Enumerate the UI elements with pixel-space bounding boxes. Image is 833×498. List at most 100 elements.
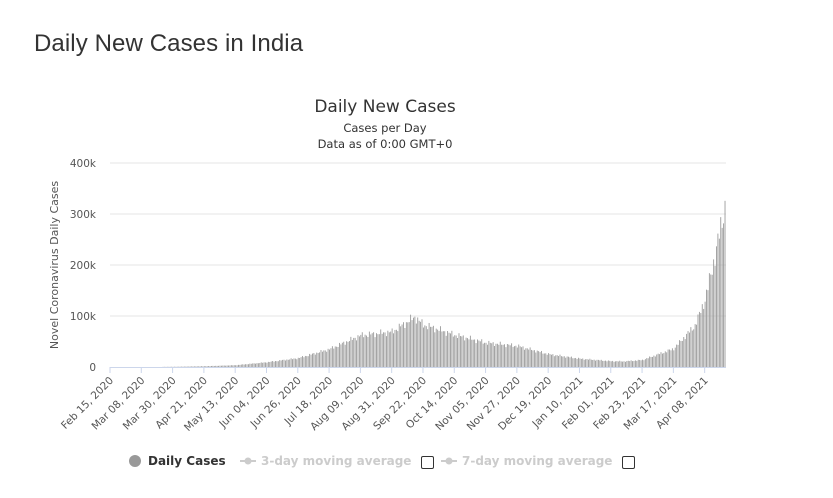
daily-cases-bar[interactable] [585, 359, 587, 367]
daily-cases-bar[interactable] [361, 332, 363, 367]
daily-cases-bar[interactable] [276, 361, 278, 367]
daily-cases-bar[interactable] [239, 364, 241, 367]
daily-cases-bar[interactable] [686, 333, 688, 367]
daily-cases-bar[interactable] [516, 347, 518, 367]
daily-cases-bar[interactable] [223, 365, 225, 367]
daily-cases-bar[interactable] [370, 334, 372, 367]
daily-cases-bar[interactable] [385, 336, 387, 367]
daily-cases-bar[interactable] [334, 346, 336, 367]
daily-cases-bar[interactable] [717, 233, 719, 367]
daily-cases-bar[interactable] [619, 360, 621, 367]
daily-cases-bar[interactable] [549, 354, 551, 367]
daily-cases-bar[interactable] [521, 347, 523, 367]
daily-cases-bar[interactable] [347, 341, 349, 367]
daily-cases-bar[interactable] [633, 360, 635, 367]
daily-cases-bar[interactable] [411, 320, 413, 367]
daily-cases-bar[interactable] [569, 357, 571, 367]
daily-cases-bar[interactable] [260, 362, 262, 367]
daily-cases-bar[interactable] [654, 356, 656, 367]
daily-cases-bar[interactable] [597, 359, 599, 367]
daily-cases-bar[interactable] [349, 341, 350, 367]
daily-cases-bar[interactable] [404, 327, 406, 367]
daily-cases-bar[interactable] [484, 342, 486, 367]
daily-cases-bar[interactable] [609, 360, 611, 367]
daily-cases-bar[interactable] [458, 333, 460, 367]
daily-cases-bar[interactable] [488, 340, 490, 367]
daily-cases-bar[interactable] [723, 223, 725, 367]
daily-cases-bar[interactable] [610, 361, 612, 367]
daily-cases-bar[interactable] [413, 317, 414, 367]
daily-cases-bar[interactable] [640, 360, 642, 367]
daily-cases-bar[interactable] [624, 361, 626, 367]
daily-cases-bar[interactable] [673, 350, 675, 367]
toggle-7-day-average-checkbox[interactable] [622, 456, 635, 469]
daily-cases-bar[interactable] [213, 365, 215, 367]
daily-cases-bar[interactable] [253, 363, 255, 367]
daily-cases-bar[interactable] [548, 353, 550, 367]
daily-cases-bar[interactable] [626, 360, 628, 367]
daily-cases-bar[interactable] [630, 360, 632, 367]
daily-cases-bar[interactable] [514, 346, 515, 367]
daily-cases-bar[interactable] [469, 335, 471, 367]
daily-cases-bar[interactable] [661, 353, 663, 367]
daily-cases-bar[interactable] [454, 335, 456, 367]
daily-cases-bar[interactable] [249, 363, 251, 367]
daily-cases-bar[interactable] [422, 327, 424, 367]
daily-cases-bar[interactable] [698, 311, 700, 367]
daily-cases-bar[interactable] [192, 366, 194, 367]
daily-cases-bar[interactable] [344, 344, 346, 367]
daily-cases-bar[interactable] [684, 339, 686, 367]
daily-cases-bar[interactable] [518, 344, 520, 367]
daily-cases-bar[interactable] [303, 357, 305, 367]
daily-cases-bar[interactable] [523, 349, 525, 367]
daily-cases-bar[interactable] [225, 365, 227, 367]
daily-cases-bar[interactable] [711, 274, 713, 367]
daily-cases-bar[interactable] [432, 325, 434, 367]
daily-cases-bar[interactable] [700, 313, 702, 367]
daily-cases-bar[interactable] [613, 361, 615, 367]
daily-cases-bar[interactable] [211, 365, 212, 367]
daily-cases-bar[interactable] [653, 355, 655, 367]
daily-cases-bar[interactable] [198, 366, 200, 367]
daily-cases-bar[interactable] [215, 365, 217, 367]
daily-cases-bar[interactable] [634, 360, 636, 367]
daily-cases-bar[interactable] [262, 362, 264, 367]
daily-cases-bar[interactable] [670, 350, 672, 367]
daily-cases-bar[interactable] [293, 358, 295, 367]
daily-cases-bar[interactable] [391, 328, 393, 367]
daily-cases-bar[interactable] [320, 350, 322, 367]
daily-cases-bar[interactable] [495, 343, 497, 367]
daily-cases-bar[interactable] [424, 325, 426, 367]
daily-cases-bar[interactable] [586, 359, 588, 367]
daily-cases-bar[interactable] [279, 360, 281, 367]
daily-cases-bar[interactable] [505, 347, 507, 367]
legend-item-3-day-average[interactable]: 3-day moving average [240, 454, 411, 468]
daily-cases-bar[interactable] [283, 359, 285, 367]
daily-cases-bar[interactable] [615, 361, 616, 367]
daily-cases-bar[interactable] [607, 360, 609, 367]
daily-cases-bar[interactable] [570, 356, 572, 367]
daily-cases-bar[interactable] [405, 322, 407, 367]
daily-cases-bar[interactable] [339, 342, 340, 367]
daily-cases-bar[interactable] [397, 331, 399, 367]
daily-cases-bar[interactable] [248, 364, 249, 367]
daily-cases-bar[interactable] [579, 358, 581, 367]
daily-cases-bar[interactable] [219, 365, 221, 367]
daily-cases-bar[interactable] [270, 361, 272, 367]
daily-cases-bar[interactable] [639, 359, 641, 367]
daily-cases-bar[interactable] [269, 362, 271, 367]
daily-cases-bar[interactable] [329, 349, 330, 367]
daily-cases-bar[interactable] [452, 336, 454, 367]
daily-cases-bar[interactable] [189, 366, 191, 367]
daily-cases-bar[interactable] [595, 360, 596, 367]
daily-cases-bar[interactable] [704, 301, 706, 367]
daily-cases-bar[interactable] [294, 358, 296, 367]
daily-cases-bar[interactable] [280, 360, 282, 367]
daily-cases-bar[interactable] [632, 361, 633, 367]
daily-cases-bar[interactable] [440, 326, 441, 367]
daily-cases-bar[interactable] [390, 331, 392, 367]
daily-cases-bar[interactable] [309, 353, 311, 367]
daily-cases-bar[interactable] [659, 354, 661, 367]
daily-cases-bar[interactable] [287, 359, 289, 367]
daily-cases-bar[interactable] [642, 359, 643, 367]
